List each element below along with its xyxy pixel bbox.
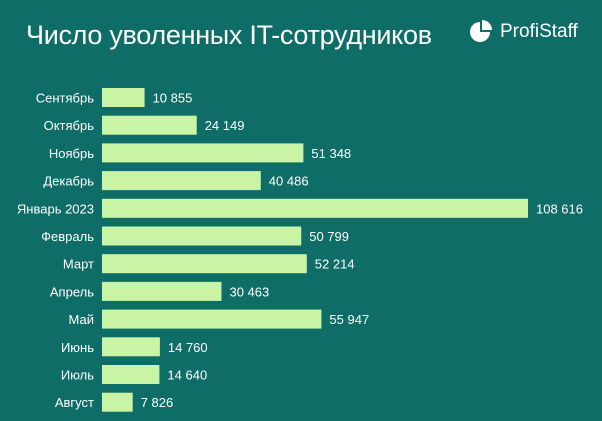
value-label: 7 826 (141, 395, 174, 410)
value-label: 108 616 (536, 201, 583, 216)
bar (102, 392, 133, 412)
category-label: Сентябрь (36, 91, 94, 106)
value-label: 14 640 (167, 368, 207, 383)
bar (102, 337, 160, 357)
brand-logo: ProfiStaff (468, 20, 578, 44)
bar (102, 309, 322, 329)
value-label: 10 855 (153, 91, 193, 106)
category-label: Июль (61, 368, 94, 383)
value-label: 14 760 (168, 340, 208, 355)
chart-title: Число уволенных IT-сотрудников (26, 20, 432, 50)
category-label: Май (69, 312, 94, 327)
bar (102, 365, 160, 384)
category-label: Декабрь (43, 174, 94, 189)
bar (102, 88, 145, 107)
value-label: 24 149 (205, 118, 245, 133)
bar (102, 143, 304, 163)
bar (102, 254, 307, 274)
bar (102, 281, 222, 301)
category-label: Январь 2023 (17, 201, 94, 216)
bar (102, 198, 528, 218)
value-label: 55 947 (329, 312, 369, 327)
value-label: 40 486 (269, 174, 309, 189)
category-label: Июнь (61, 340, 94, 355)
category-label: Апрель (50, 284, 94, 299)
brand-name: ProfiStaff (500, 21, 578, 42)
value-label: 30 463 (229, 284, 269, 299)
value-label: 52 214 (315, 257, 355, 272)
bar (102, 226, 302, 246)
category-label: Ноябрь (49, 146, 94, 161)
bar (102, 115, 197, 135)
value-label: 51 348 (311, 146, 351, 161)
category-label: Август (55, 395, 94, 410)
value-label: 50 799 (309, 229, 349, 244)
bar (102, 171, 261, 191)
category-label: Октябрь (44, 118, 95, 133)
category-label: Март (63, 257, 94, 272)
pie-logo-icon (470, 20, 492, 42)
category-label: Февраль (41, 229, 94, 244)
